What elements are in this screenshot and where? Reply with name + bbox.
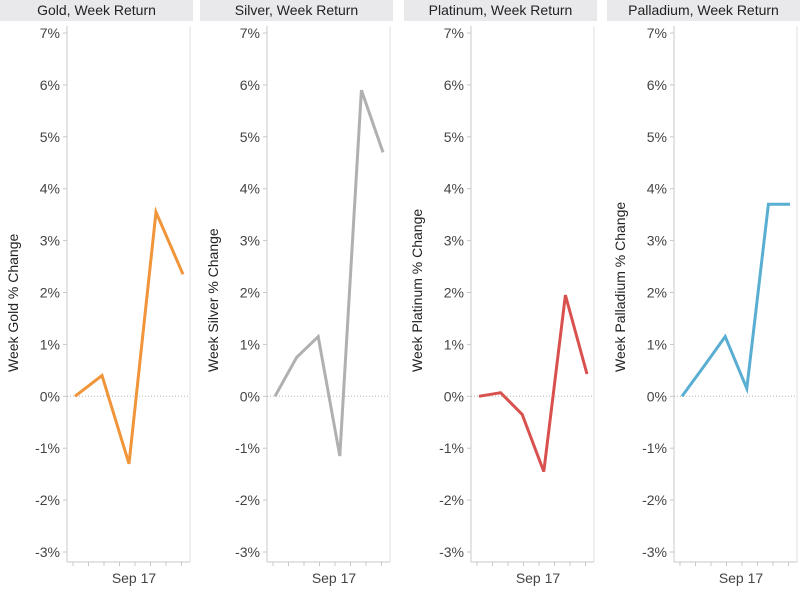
y-tick-label: 7%	[647, 25, 667, 41]
y-tick-label: 0%	[240, 388, 260, 404]
y-tick-label: 6%	[40, 77, 60, 93]
y-tick-label: -1%	[642, 440, 667, 456]
panel-title: Platinum, Week Return	[404, 0, 597, 21]
y-tick-label: 2%	[444, 285, 464, 301]
y-tick-label: 1%	[40, 336, 60, 352]
y-tick-label: -3%	[642, 544, 667, 560]
y-tick-label: -1%	[235, 440, 260, 456]
y-tick-label: -3%	[439, 544, 464, 560]
y-tick-label: -3%	[35, 544, 60, 560]
gold-panel: Gold, Week Return Week Gold % Change 7% 6…	[0, 0, 193, 592]
y-tick-label: 2%	[40, 285, 60, 301]
y-tick-label: 6%	[240, 77, 260, 93]
y-tick-label: 3%	[40, 233, 60, 249]
y-tick-label: -2%	[235, 492, 260, 508]
x-tick-label: Sep 17	[719, 570, 764, 586]
palladium-chart: 7% 6% 5% 4% 3% 2% 1% 0% -1% -2% -3% Sep 17	[642, 25, 798, 586]
gold-chart: 7% 6% 5% 4% 3% 2% 1% 0% -1% -2% -3% Sep 17	[35, 25, 191, 586]
y-tick-label: 4%	[647, 181, 667, 197]
y-tick-label: 4%	[240, 181, 260, 197]
panel-title: Gold, Week Return	[0, 0, 193, 21]
y-tick-label: 0%	[444, 388, 464, 404]
y-tick-label: 2%	[240, 285, 260, 301]
y-tick-label: 3%	[444, 233, 464, 249]
x-tick-label: Sep 17	[312, 570, 357, 586]
y-tick-label: 7%	[40, 25, 60, 41]
silver-panel: Silver, Week Return Week Silver % Change…	[200, 0, 393, 592]
y-tick-label: 5%	[40, 129, 60, 145]
y-tick-label: 6%	[444, 77, 464, 93]
y-tick-label: -3%	[235, 544, 260, 560]
y-tick-label: -2%	[642, 492, 667, 508]
palladium-panel: Palladium, Week Return Week Palladium % …	[607, 0, 800, 592]
silver-chart: 7% 6% 5% 4% 3% 2% 1% 0% -1% -2% -3% Sep 17	[235, 25, 391, 586]
y-tick-label: 5%	[647, 129, 667, 145]
y-tick-label: 4%	[40, 181, 60, 197]
y-tick-label: 6%	[647, 77, 667, 93]
series-line	[478, 294, 589, 473]
panel-title: Silver, Week Return	[200, 0, 393, 21]
y-tick-label: 2%	[647, 285, 667, 301]
y-tick-label: 4%	[444, 181, 464, 197]
y-tick-label: 3%	[240, 233, 260, 249]
y-tick-label: 5%	[240, 129, 260, 145]
series-line	[680, 202, 790, 398]
x-tick-label: Sep 17	[516, 570, 561, 586]
platinum-panel: Platinum, Week Return Week Platinum % Ch…	[404, 0, 597, 592]
y-tick-label: -1%	[439, 440, 464, 456]
platinum-chart: 7% 6% 5% 4% 3% 2% 1% 0% -1% -2% -3% Sep 17	[439, 25, 595, 586]
y-tick-label: 0%	[40, 388, 60, 404]
y-tick-label: -1%	[35, 440, 60, 456]
x-tick-label: Sep 17	[112, 570, 157, 586]
y-tick-label: 7%	[444, 25, 464, 41]
y-tick-label: 1%	[647, 336, 667, 352]
series-line	[74, 206, 185, 465]
y-tick-label: 7%	[240, 25, 260, 41]
y-tick-label: 1%	[444, 336, 464, 352]
y-tick-label: 1%	[240, 336, 260, 352]
panel-title: Palladium, Week Return	[607, 0, 800, 21]
y-tick-label: 3%	[647, 233, 667, 249]
y-tick-label: -2%	[35, 492, 60, 508]
y-tick-label: -2%	[439, 492, 464, 508]
y-tick-label: 5%	[444, 129, 464, 145]
series-line	[273, 89, 385, 457]
y-tick-label: 0%	[647, 388, 667, 404]
